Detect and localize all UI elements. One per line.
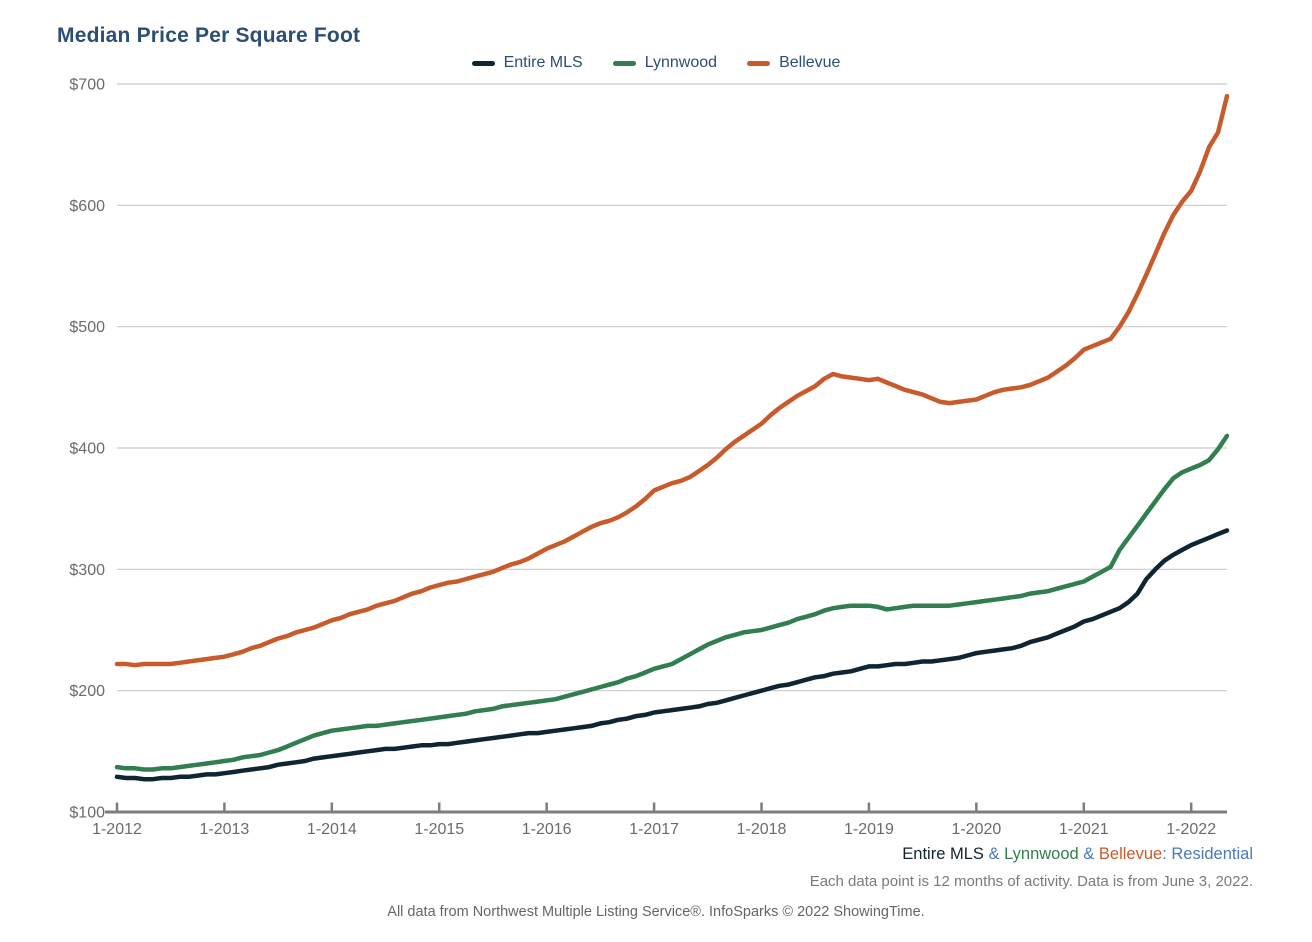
legend-item-bellevue: Bellevue: [747, 54, 840, 72]
x-tick-label: 1-2015: [414, 821, 464, 838]
chart-legend: Entire MLS Lynnwood Bellevue: [0, 54, 1312, 72]
footer-series-segment: Entire MLS: [902, 845, 984, 863]
footer-note: Each data point is 12 months of activity…: [809, 873, 1253, 890]
y-tick-label: $700: [69, 77, 105, 94]
legend-label: Lynnwood: [644, 54, 718, 71]
y-tick-label: $400: [69, 441, 105, 458]
legend-label: Bellevue: [779, 54, 841, 71]
x-tick-label: 1-2018: [737, 821, 787, 838]
footer-attribution: All data from Northwest Multiple Listing…: [387, 904, 925, 920]
footer-series-segment: Bellevue: [1098, 845, 1163, 863]
bellevue-line-swatch-icon: [747, 60, 771, 66]
y-tick-label: $600: [69, 198, 105, 215]
y-tick-label: $100: [69, 805, 105, 822]
footer-series-segment: &: [1078, 845, 1099, 863]
legend-label: Entire MLS: [503, 54, 583, 71]
lynnwood-line-swatch-icon: [612, 60, 636, 66]
x-tick-label: 1-2020: [951, 821, 1001, 838]
y-tick-label: $500: [69, 319, 105, 336]
series-line-lynnwood: [114, 433, 1230, 772]
x-tick-label: 1-2013: [200, 821, 250, 838]
footer-series-segment: &: [983, 845, 1005, 863]
x-tick-label: 1-2012: [92, 821, 142, 838]
x-tick-label: 1-2019: [844, 821, 894, 838]
x-tick-label: 1-2021: [1059, 821, 1109, 838]
page-title: Median Price Per Square Foot: [57, 24, 361, 47]
footer-series-segment: : Residential: [1162, 845, 1253, 863]
legend-item-entire-mls: Entire MLS: [471, 54, 583, 72]
y-tick-label: $300: [69, 562, 105, 579]
footer-series-names: Entire MLS & Lynnwood & Bellevue: Reside…: [902, 845, 1253, 864]
legend-item-lynnwood: Lynnwood: [612, 54, 718, 72]
x-tick-label: 1-2022: [1166, 821, 1216, 838]
x-tick-label: 1-2016: [522, 821, 572, 838]
series-line-bellevue: [114, 93, 1230, 668]
footer-series-segment: Lynnwood: [1004, 845, 1079, 863]
chart-svg[interactable]: 1-2012 1-2013 1-2014 1-2015 1-2016 1-2017 1-20…: [0, 0, 1312, 842]
x-tick-label: 1-2014: [307, 821, 357, 838]
x-tick-label: 1-2017: [629, 821, 679, 838]
entire-mls-line-swatch-icon: [471, 60, 495, 66]
y-tick-label: $200: [69, 683, 105, 700]
series-line-entire-mls: [114, 528, 1230, 782]
